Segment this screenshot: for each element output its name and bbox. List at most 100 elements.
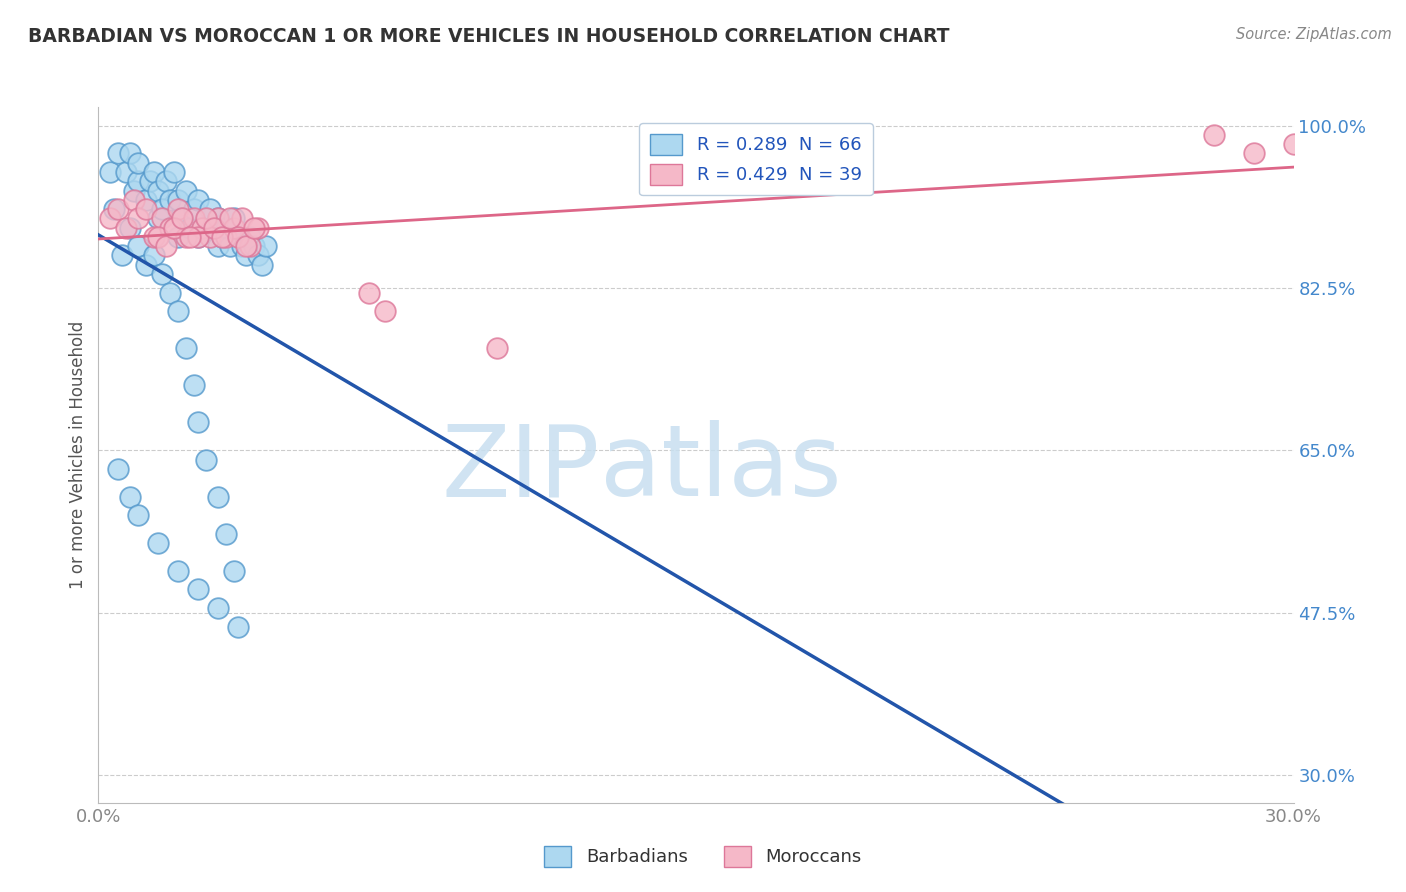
Point (167, 202, 190, 216)
Point (254, 239, 277, 253)
Point (207, 211, 229, 226)
Point (183, 378, 205, 392)
Point (148, 536, 170, 550)
Point (98, 165, 122, 179)
Point (194, 211, 218, 226)
Point (215, 220, 238, 235)
Point (194, 452, 218, 467)
Point (150, 267, 173, 281)
Point (1243, 146, 1265, 161)
Point (222, 564, 245, 578)
Point (198, 202, 221, 216)
Point (107, 202, 129, 216)
Point (127, 211, 149, 226)
Point (148, 230, 170, 244)
Legend: R = 0.289  N = 66, R = 0.429  N = 39: R = 0.289 N = 66, R = 0.429 N = 39 (638, 123, 873, 195)
Point (167, 564, 190, 578)
Point (239, 230, 262, 244)
Point (231, 211, 253, 226)
Point (143, 248, 166, 262)
Point (127, 174, 149, 188)
Point (187, 582, 209, 597)
Point (219, 239, 242, 253)
Point (226, 619, 249, 633)
Text: atlas: atlas (600, 420, 842, 517)
Point (107, 462, 129, 476)
Point (179, 220, 201, 235)
Point (159, 220, 181, 235)
Point (235, 248, 257, 262)
Point (120, 220, 142, 235)
Point (135, 202, 157, 216)
Point (207, 239, 229, 253)
Point (183, 211, 205, 226)
Point (150, 202, 173, 216)
Point (120, 146, 142, 161)
Point (219, 211, 242, 226)
Point (235, 239, 257, 253)
Point (246, 248, 269, 262)
Text: Source: ZipAtlas.com: Source: ZipAtlas.com (1236, 27, 1392, 42)
Point (124, 184, 146, 198)
Point (231, 239, 253, 253)
Point (243, 220, 266, 235)
Point (207, 490, 229, 504)
Point (174, 230, 197, 244)
Point (183, 202, 205, 216)
Legend: Barbadians, Moroccans: Barbadians, Moroccans (537, 838, 869, 874)
Y-axis label: 1 or more Vehicles in Household: 1 or more Vehicles in Household (69, 321, 87, 589)
Point (150, 211, 173, 226)
Text: ZIP: ZIP (441, 420, 600, 517)
Point (115, 220, 138, 235)
Point (98, 211, 122, 226)
Point (226, 230, 249, 244)
Point (139, 174, 162, 188)
Point (135, 258, 157, 272)
Point (226, 230, 249, 244)
Point (202, 220, 225, 235)
Point (359, 285, 381, 300)
Point (172, 211, 194, 226)
Point (250, 258, 273, 272)
Point (1282, 137, 1305, 152)
Point (187, 230, 209, 244)
Point (243, 239, 266, 253)
Point (143, 165, 166, 179)
Point (167, 304, 190, 318)
Point (191, 220, 214, 235)
Point (207, 211, 229, 226)
Point (485, 341, 508, 355)
Point (107, 146, 129, 161)
Point (124, 193, 146, 207)
Point (172, 211, 194, 226)
Point (115, 165, 138, 179)
Point (127, 508, 149, 523)
Point (215, 230, 238, 244)
Point (187, 416, 209, 430)
Point (148, 184, 170, 198)
Point (187, 193, 209, 207)
Point (148, 211, 170, 226)
Point (222, 211, 245, 226)
Point (202, 220, 225, 235)
Point (207, 601, 229, 615)
Text: BARBADIAN VS MOROCCAN 1 OR MORE VEHICLES IN HOUSEHOLD CORRELATION CHART: BARBADIAN VS MOROCCAN 1 OR MORE VEHICLES… (28, 27, 949, 45)
Point (179, 230, 201, 244)
Point (103, 202, 125, 216)
Point (167, 230, 190, 244)
Point (222, 220, 245, 235)
Point (174, 184, 197, 198)
Point (246, 220, 269, 235)
Point (111, 248, 134, 262)
Point (187, 230, 209, 244)
Point (127, 155, 149, 169)
Point (159, 193, 181, 207)
Point (198, 230, 221, 244)
Point (135, 193, 157, 207)
Point (163, 220, 186, 235)
Point (174, 341, 197, 355)
Point (374, 304, 396, 318)
Point (159, 285, 181, 300)
Point (155, 174, 177, 188)
Point (211, 230, 233, 244)
